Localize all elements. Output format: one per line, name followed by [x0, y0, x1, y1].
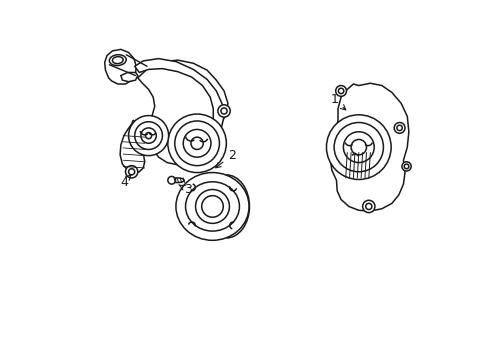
Circle shape: [404, 164, 408, 169]
Circle shape: [401, 162, 410, 171]
Circle shape: [333, 122, 383, 172]
Circle shape: [183, 130, 210, 157]
Circle shape: [335, 86, 346, 96]
Polygon shape: [329, 83, 408, 211]
Circle shape: [135, 122, 162, 149]
Text: 3: 3: [179, 183, 191, 196]
Circle shape: [221, 108, 226, 114]
Circle shape: [218, 105, 230, 117]
Ellipse shape: [185, 182, 239, 231]
Polygon shape: [138, 60, 227, 165]
Text: 2: 2: [215, 149, 235, 168]
Polygon shape: [120, 120, 144, 172]
Circle shape: [125, 166, 138, 178]
Circle shape: [326, 115, 390, 180]
Circle shape: [202, 196, 223, 217]
Circle shape: [338, 88, 343, 94]
Polygon shape: [104, 49, 136, 84]
Circle shape: [141, 128, 156, 143]
Circle shape: [365, 203, 371, 210]
Text: 1: 1: [329, 93, 345, 110]
Circle shape: [393, 122, 404, 133]
Circle shape: [145, 132, 151, 139]
Ellipse shape: [176, 172, 248, 240]
Circle shape: [362, 200, 374, 213]
Circle shape: [396, 125, 402, 131]
Circle shape: [350, 139, 366, 155]
Circle shape: [174, 121, 219, 166]
Circle shape: [128, 169, 135, 175]
Ellipse shape: [171, 178, 183, 183]
Ellipse shape: [112, 57, 123, 64]
Polygon shape: [121, 72, 138, 82]
Circle shape: [190, 137, 203, 149]
Circle shape: [167, 114, 226, 172]
Circle shape: [195, 189, 229, 223]
Ellipse shape: [109, 55, 126, 66]
Circle shape: [128, 116, 168, 156]
Text: 4: 4: [120, 175, 131, 189]
Circle shape: [167, 176, 175, 184]
Polygon shape: [135, 59, 224, 135]
Circle shape: [343, 132, 373, 163]
